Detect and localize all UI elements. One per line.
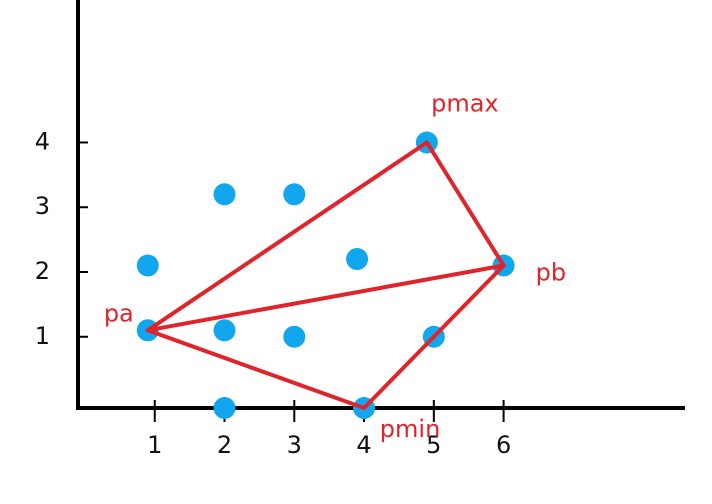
x-tick-label: 2 (217, 431, 232, 459)
x-tick-label: 1 (147, 431, 162, 459)
y-tick-label: 3 (35, 192, 50, 220)
point (346, 248, 369, 271)
point-label: pb (536, 259, 566, 287)
edge (362, 263, 506, 410)
point (213, 319, 236, 342)
edge (424, 140, 506, 268)
x-tick-label: 5 (426, 431, 441, 459)
point (136, 254, 159, 277)
x-tick-label: 4 (356, 431, 371, 459)
y-tick-label: 2 (35, 257, 50, 285)
edge (145, 328, 367, 410)
x-tick-label: 3 (287, 431, 302, 459)
y-tick-label: 4 (35, 127, 50, 155)
point (213, 183, 236, 206)
point-label: pmax (431, 89, 499, 117)
point-label: pmin (380, 415, 441, 443)
edge (145, 263, 506, 333)
point (283, 183, 306, 206)
x-tick-label: 6 (496, 431, 511, 459)
point (213, 397, 236, 419)
point (283, 325, 306, 348)
y-tick-label: 1 (35, 322, 50, 350)
edge (145, 140, 429, 333)
point-label: pa (104, 299, 134, 327)
